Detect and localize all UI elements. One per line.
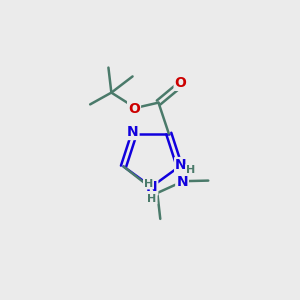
Text: N: N — [127, 125, 139, 139]
Text: O: O — [175, 76, 187, 90]
Text: N: N — [175, 158, 187, 172]
Text: H: H — [147, 194, 157, 204]
Text: N: N — [146, 180, 157, 194]
Text: H: H — [144, 178, 153, 188]
Text: O: O — [128, 101, 140, 116]
Text: N: N — [176, 175, 188, 189]
Text: H: H — [186, 165, 195, 175]
